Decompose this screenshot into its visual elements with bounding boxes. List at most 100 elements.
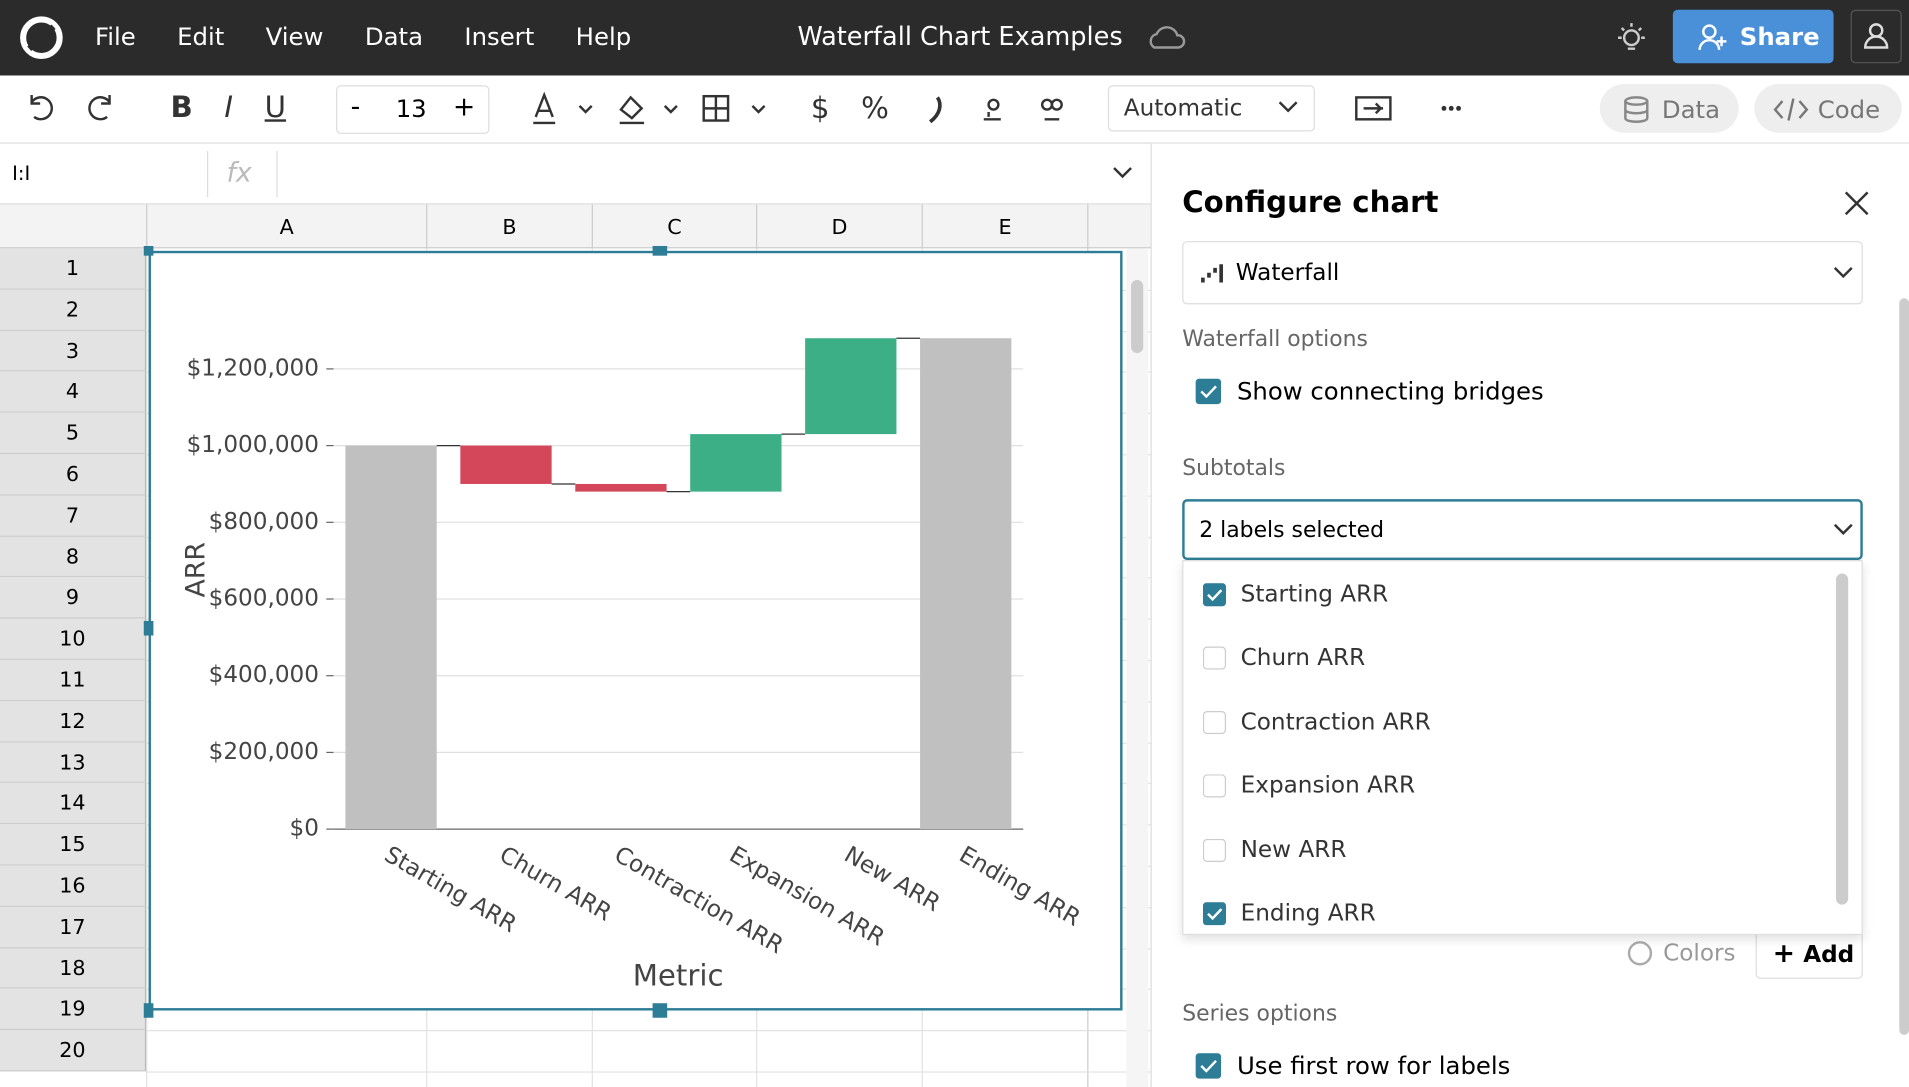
share-button[interactable]: [1672, 9, 1834, 64]
column-header[interactable]: D: [756, 204, 922, 249]
column-header[interactable]: C: [591, 204, 756, 249]
row-header[interactable]: 12: [0, 701, 147, 743]
font-minus[interactable]: -: [350, 92, 361, 123]
column-header[interactable]: B: [426, 204, 592, 249]
code-button[interactable]: [1754, 84, 1902, 133]
row-header[interactable]: 15: [0, 824, 147, 866]
scrollbar[interactable]: [1126, 248, 1149, 1087]
row-header[interactable]: 5: [0, 412, 147, 455]
chevron: [1833, 266, 1853, 279]
row-header[interactable]: 17: [0, 906, 147, 948]
y-tick-label: $400,000: [209, 662, 319, 688]
row-header[interactable]: 16: [0, 865, 147, 907]
color-border-icons[interactable]: [526, 88, 782, 129]
expand-chevron[interactable]: [1110, 163, 1134, 182]
first-row-checkbox[interactable]: [1195, 1053, 1222, 1079]
top-bar: [0, 0, 1909, 76]
row-header[interactable]: 6: [0, 454, 147, 496]
menu-item[interactable]: File: [94, 21, 136, 52]
more-icons[interactable]: [1354, 90, 1476, 127]
bridges-checkbox[interactable]: [1195, 378, 1222, 405]
panel-scrollbar[interactable]: [1899, 298, 1909, 1035]
font-size[interactable]: 13: [395, 93, 427, 123]
logo[interactable]: [19, 15, 63, 61]
share-icon: [1698, 24, 1727, 51]
row-header[interactable]: 10: [0, 618, 147, 660]
subtotals-value: 2 labels selected: [1199, 517, 1385, 544]
menu-item[interactable]: View: [265, 21, 324, 52]
option-checkbox[interactable]: [1202, 902, 1227, 926]
formula-bar: [0, 144, 1151, 205]
fx-box: [206, 150, 278, 198]
column-header[interactable]: E: [921, 204, 1088, 249]
y-tick-label: $0: [290, 816, 319, 842]
cloud-icon: [1149, 26, 1186, 49]
code-icon: [1773, 98, 1809, 121]
row-header[interactable]: 14: [0, 783, 147, 825]
format-button[interactable]: U: [264, 90, 287, 125]
menu-item[interactable]: Help: [575, 21, 632, 52]
first-row-label: Use first row for labels: [1236, 1050, 1511, 1080]
number-button[interactable]: %: [861, 91, 889, 126]
subtotals-dropdown: [1182, 560, 1863, 936]
format-button[interactable]: B: [170, 90, 193, 125]
option-checkbox[interactable]: [1202, 774, 1227, 798]
bar: [345, 445, 437, 830]
number-format-select[interactable]: [1107, 85, 1315, 132]
colors-button[interactable]: Colors: [1627, 940, 1736, 967]
menu-item[interactable]: Data: [364, 21, 424, 52]
option-checkbox[interactable]: [1202, 583, 1227, 607]
font-plus[interactable]: +: [452, 92, 476, 123]
chart-type: Waterfall: [1235, 259, 1340, 287]
plus-icon: +: [1772, 938, 1796, 970]
chart-type-select[interactable]: [1182, 241, 1863, 305]
menu-item[interactable]: Edit: [177, 21, 225, 52]
bar: [805, 338, 897, 435]
row-header[interactable]: 18: [0, 947, 147, 990]
column-header[interactable]: A: [146, 204, 426, 249]
number-format: Automatic: [1123, 94, 1243, 122]
y-tick-label: $200,000: [209, 739, 319, 765]
option-checkbox[interactable]: [1202, 646, 1227, 671]
row-header[interactable]: 2: [0, 289, 147, 331]
theme-icon[interactable]: [1614, 22, 1648, 56]
row-header[interactable]: 8: [0, 536, 147, 578]
close-button[interactable]: [1842, 189, 1871, 218]
row-header[interactable]: 11: [0, 659, 147, 702]
scroll-thumb[interactable]: [1131, 280, 1144, 354]
option-label[interactable]: Ending ARR: [1240, 899, 1376, 927]
user-button[interactable]: [1850, 9, 1902, 64]
option-label[interactable]: New ARR: [1240, 835, 1347, 863]
option-checkbox[interactable]: [1202, 710, 1227, 734]
number-button[interactable]: $: [810, 91, 830, 126]
cell-ref[interactable]: I:I: [12, 161, 31, 186]
dropdown-scrollbar[interactable]: [1835, 573, 1849, 905]
row-line: [146, 1071, 1151, 1073]
bar: [460, 445, 552, 484]
row-header[interactable]: 20: [0, 1030, 147, 1072]
option-label[interactable]: Starting ARR: [1240, 580, 1389, 608]
data-icon: [1624, 96, 1649, 123]
menu-item[interactable]: Insert: [464, 21, 535, 52]
format-button[interactable]: I: [224, 90, 233, 125]
data-button[interactable]: [1599, 84, 1739, 133]
row-header[interactable]: 13: [0, 742, 147, 784]
row-header[interactable]: 9: [0, 577, 147, 619]
decimal-icons[interactable]: [918, 90, 1064, 127]
row-header[interactable]: 19: [0, 989, 147, 1031]
option-checkbox[interactable]: [1202, 838, 1227, 862]
row-header[interactable]: 4: [0, 371, 147, 413]
row-header[interactable]: 1: [0, 248, 147, 290]
toolbar: [0, 75, 1909, 144]
option-label[interactable]: Expansion ARR: [1240, 772, 1416, 799]
palette-icon: [1627, 941, 1653, 966]
option-label[interactable]: Churn ARR: [1240, 644, 1366, 672]
subtotals-select[interactable]: [1182, 499, 1863, 561]
row-header[interactable]: 3: [0, 330, 147, 372]
row-header[interactable]: 7: [0, 495, 147, 537]
undo-redo[interactable]: [22, 90, 119, 127]
bar: [920, 338, 1012, 830]
bridges-label: Show connecting bridges: [1236, 376, 1544, 406]
option-label[interactable]: Contraction ARR: [1240, 708, 1431, 736]
